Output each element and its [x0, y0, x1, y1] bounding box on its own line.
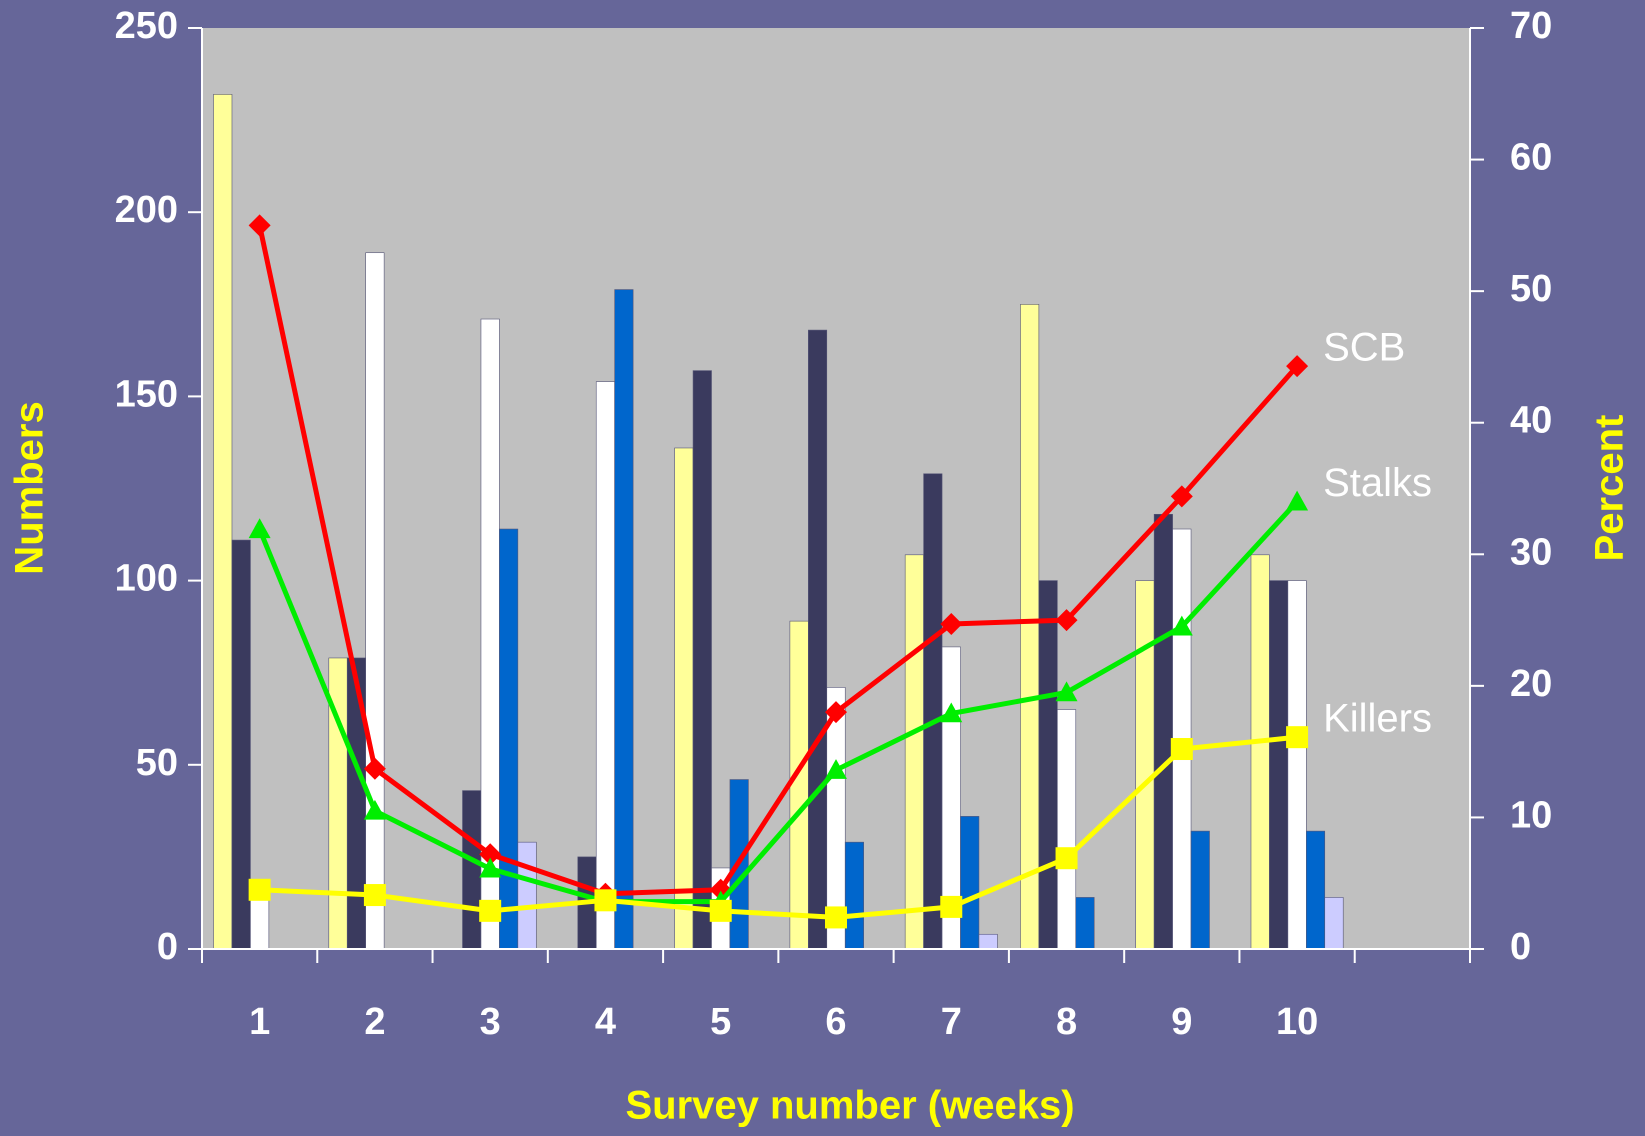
x-tick-label: 3	[480, 1001, 501, 1043]
y2-tick-label: 60	[1510, 137, 1552, 179]
bar	[1190, 830, 1210, 950]
bar	[1287, 580, 1307, 950]
y2-tick-label: 0	[1510, 926, 1531, 968]
bar	[923, 473, 943, 950]
line-marker	[479, 899, 502, 922]
line-marker	[594, 889, 617, 912]
line	[259, 734, 1298, 920]
x-tick-label: 9	[1171, 1001, 1192, 1043]
x-tick-label: 5	[710, 1001, 731, 1043]
line-marker	[1055, 681, 1078, 702]
bar	[904, 554, 924, 950]
x-tick-label: 10	[1276, 1001, 1318, 1043]
bar	[1324, 897, 1344, 950]
bar	[1057, 709, 1077, 950]
line-marker	[363, 757, 386, 780]
line-marker	[363, 884, 386, 907]
line-marker	[1170, 615, 1193, 636]
bar	[231, 539, 251, 950]
series-label: SCB	[1323, 326, 1405, 370]
line-marker	[479, 857, 502, 878]
bar	[789, 620, 809, 950]
line-marker	[1286, 490, 1309, 511]
line-marker	[940, 613, 963, 636]
y2-axis-title: Percent	[1588, 415, 1632, 562]
bar	[674, 447, 694, 950]
line-marker	[248, 878, 271, 901]
y-tick-label: 150	[115, 373, 178, 415]
line-marker	[1055, 609, 1078, 632]
series-label: Stalks	[1323, 461, 1432, 505]
line-marker	[248, 214, 271, 237]
line-marker	[248, 518, 271, 539]
y2-tick-label: 70	[1510, 5, 1552, 47]
line-marker	[709, 899, 732, 922]
bar	[1306, 830, 1326, 950]
y2-tick-label: 40	[1510, 400, 1552, 442]
bar	[499, 528, 519, 950]
y2-tick-label: 10	[1510, 794, 1552, 836]
bar	[595, 381, 615, 950]
line-marker	[1055, 847, 1078, 870]
line-marker	[825, 759, 847, 779]
x-tick-label: 7	[941, 1001, 962, 1043]
y2-tick-label: 30	[1510, 531, 1552, 573]
line-marker	[1286, 355, 1309, 378]
line-marker	[825, 701, 847, 724]
y-tick-label: 200	[115, 189, 178, 231]
bar	[960, 816, 980, 950]
y-tick-label: 100	[115, 558, 178, 600]
bar	[1269, 580, 1289, 950]
bar	[1020, 303, 1040, 950]
x-tick-label: 4	[595, 1001, 616, 1043]
x-axis-title: Survey number (weeks)	[625, 1084, 1074, 1128]
bar	[1153, 513, 1173, 950]
bar	[250, 893, 270, 950]
x-tick-label: 8	[1056, 1001, 1077, 1043]
x-tick-label: 1	[249, 1001, 270, 1043]
bar	[213, 94, 233, 950]
line-marker	[940, 702, 963, 723]
y-tick-label: 50	[136, 742, 178, 784]
line-marker	[363, 799, 386, 820]
x-tick-label: 6	[825, 1001, 846, 1043]
bar	[978, 933, 998, 950]
bar	[1038, 580, 1058, 950]
bar	[844, 841, 864, 950]
line-marker	[1286, 726, 1309, 749]
bar	[692, 370, 712, 950]
line-marker	[940, 895, 963, 918]
y2-tick-label: 20	[1510, 663, 1552, 705]
bar	[808, 329, 828, 950]
bar	[1250, 554, 1270, 950]
bar	[1135, 580, 1155, 950]
y-tick-label: 0	[157, 926, 178, 968]
bar	[517, 841, 537, 950]
y2-tick-label: 50	[1510, 268, 1552, 310]
series-label: Killers	[1323, 697, 1432, 741]
bar	[614, 289, 634, 950]
y-tick-label: 250	[115, 5, 178, 47]
line	[257, 224, 1299, 897]
y-axis-title: Numbers	[8, 401, 52, 574]
line-marker	[825, 906, 847, 929]
x-tick-label: 2	[364, 1001, 385, 1043]
line-marker	[479, 843, 502, 866]
bar	[365, 252, 385, 950]
line-marker	[1170, 738, 1193, 761]
bar	[1075, 897, 1095, 950]
line-marker	[1170, 485, 1193, 508]
bar	[462, 790, 482, 950]
line	[257, 499, 1299, 905]
